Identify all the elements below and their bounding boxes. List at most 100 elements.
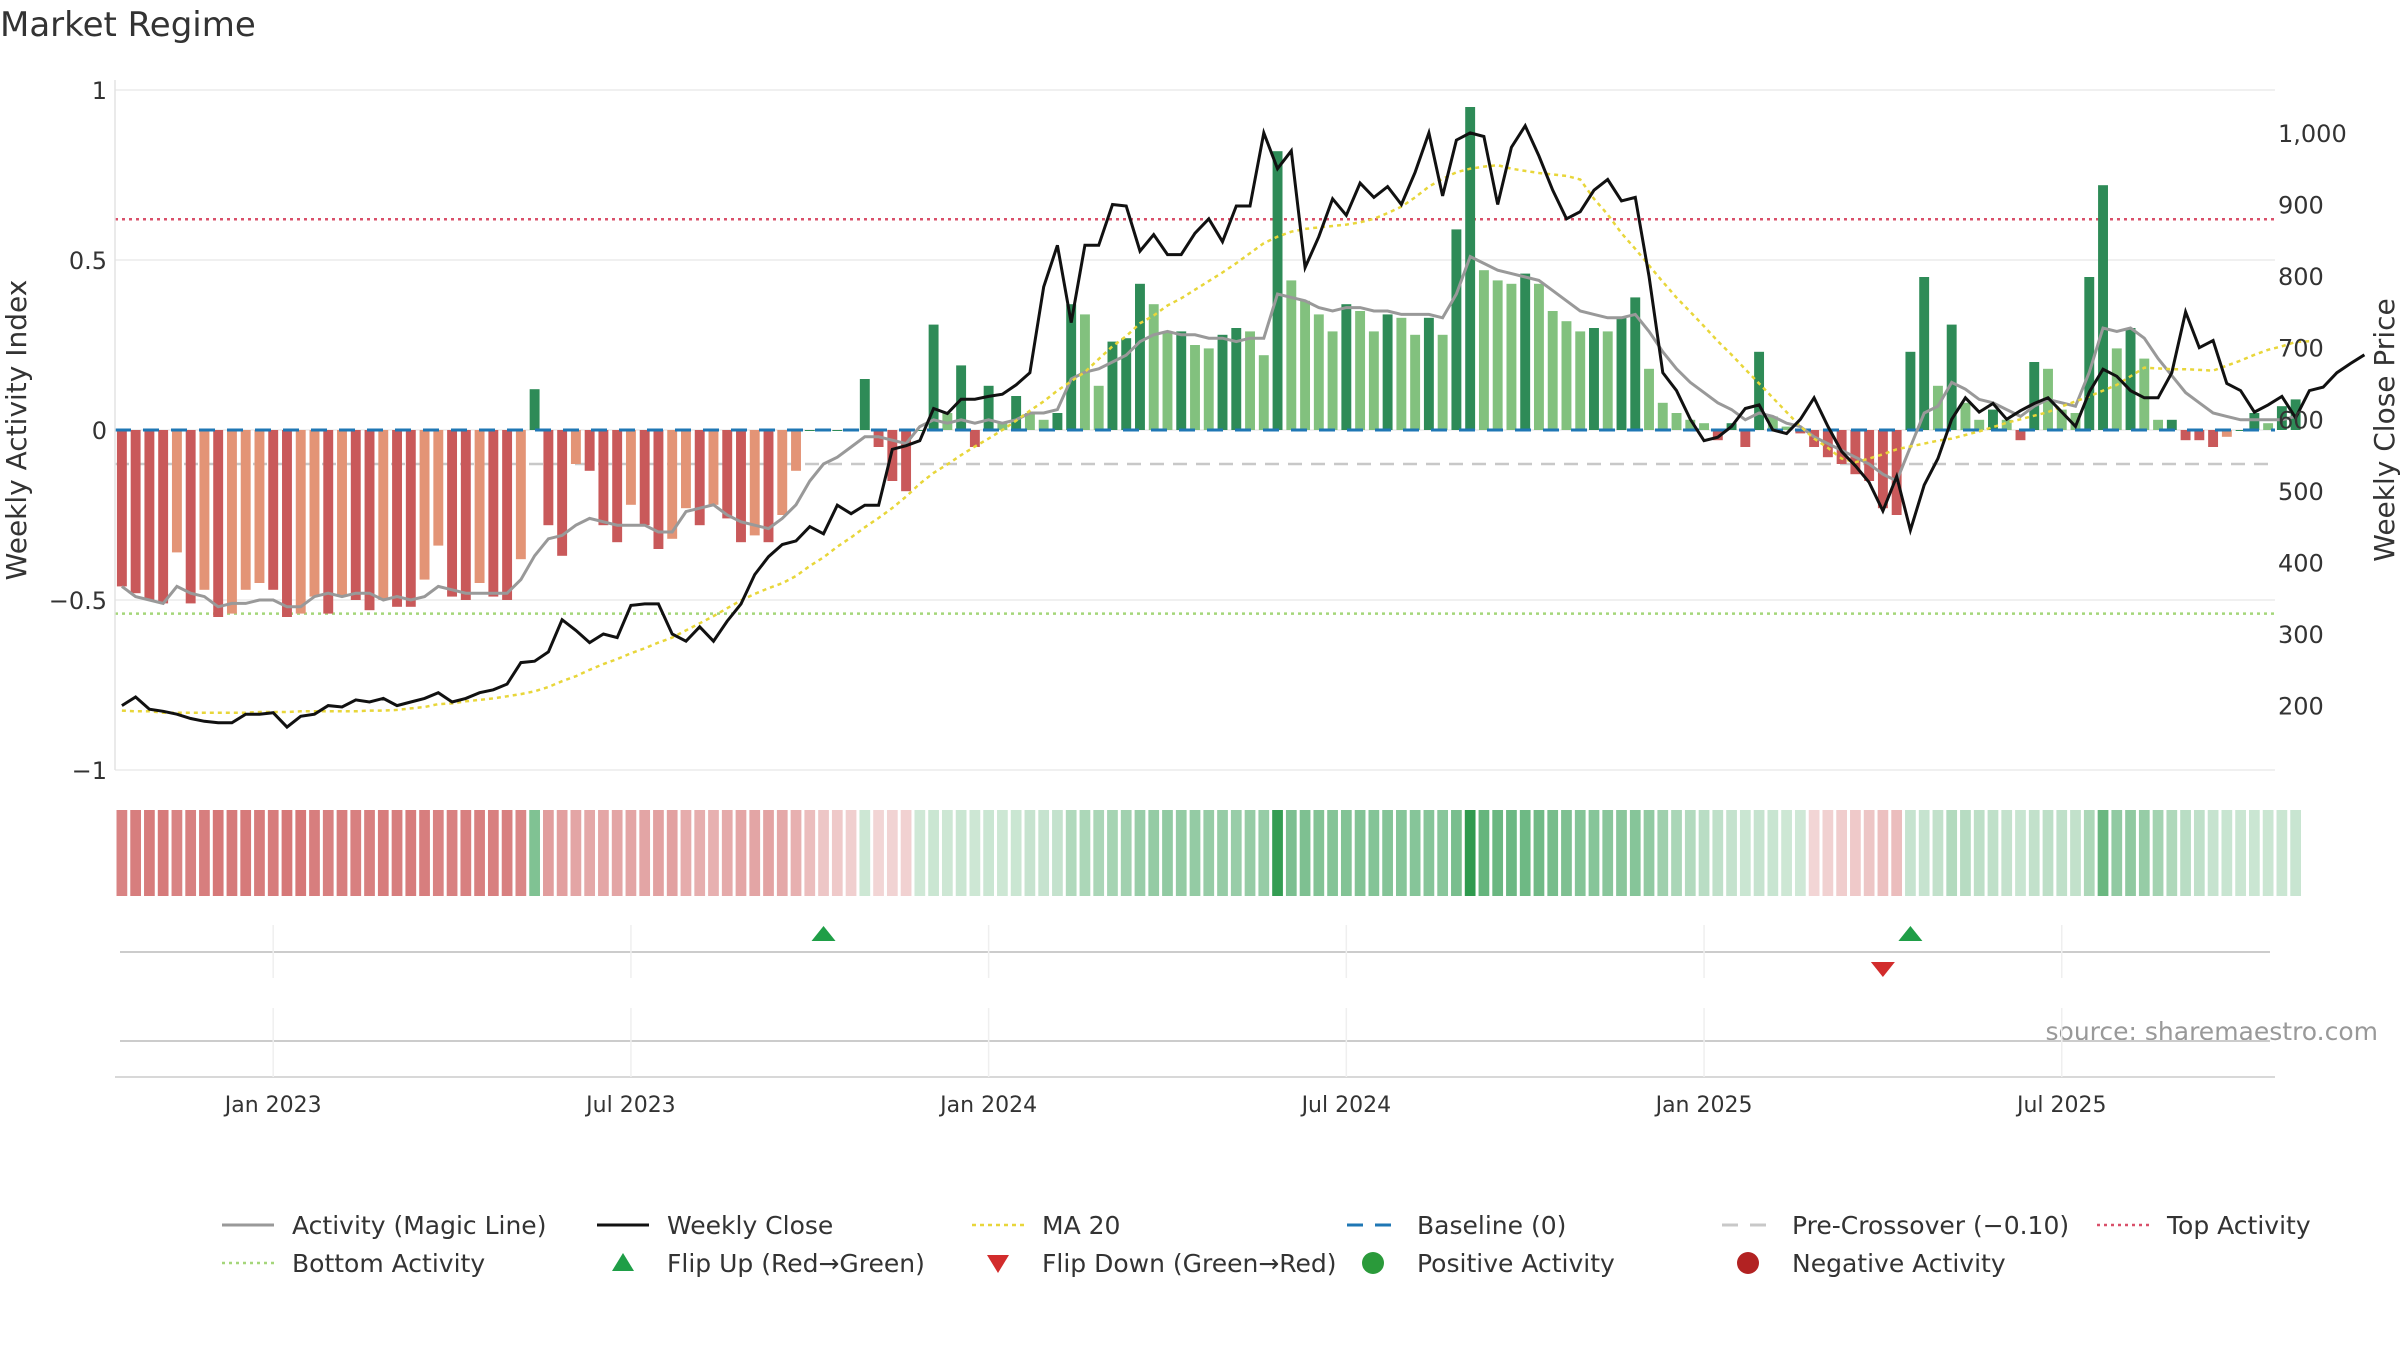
regime-cell — [2083, 810, 2095, 896]
activity-bar — [1038, 419, 1049, 430]
activity-bar — [667, 430, 678, 539]
activity-bar — [1547, 311, 1558, 430]
regime-cell — [1547, 810, 1559, 896]
regime-cell — [405, 810, 417, 896]
activity-bar — [2098, 185, 2108, 430]
activity-bar — [474, 430, 485, 583]
regime-cell — [144, 810, 155, 896]
red-dot-icon — [1737, 1252, 1759, 1274]
activity-bar — [1988, 409, 1998, 430]
activity-bar — [185, 430, 196, 604]
activity-bar — [295, 430, 306, 614]
activity-bar — [2263, 423, 2274, 430]
y-tick-left-label: −1 — [72, 757, 107, 785]
y-axis-left-label: Weekly Activity Index — [0, 280, 33, 581]
regime-cell — [1739, 810, 1751, 896]
regime-cell — [1451, 810, 1462, 896]
regime-cell — [130, 810, 142, 896]
legend-label: MA 20 — [1042, 1211, 1120, 1240]
regime-cell — [914, 810, 926, 896]
activity-bar — [1712, 430, 1723, 441]
activity-bar — [1437, 334, 1448, 430]
regime-cell — [1327, 810, 1338, 896]
regime-cell — [295, 810, 307, 896]
chart-title: Market Regime — [0, 5, 256, 45]
activity-bar — [914, 430, 925, 431]
activity-bar — [1396, 317, 1407, 430]
regime-cell — [1657, 810, 1669, 896]
regime-cell — [1822, 810, 1834, 896]
regime-cell — [1891, 810, 1903, 896]
regime-cell — [735, 810, 747, 896]
activity-bar — [1300, 300, 1311, 430]
regime-cell — [2070, 810, 2081, 896]
activity-bar — [1767, 416, 1778, 430]
activity-bar — [1946, 324, 1957, 430]
legend-label: Bottom Activity — [292, 1249, 485, 1278]
activity-bar — [2249, 413, 2260, 430]
activity-bar — [1258, 355, 1269, 430]
activity-bar — [1685, 419, 1696, 430]
y-tick-right-label: 400 — [2278, 549, 2324, 577]
regime-cell — [1684, 810, 1696, 896]
activity-bar — [254, 430, 265, 583]
regime-cell — [2056, 810, 2068, 896]
regime-cell — [941, 810, 953, 896]
activity-bar — [240, 430, 251, 590]
regime-cell — [556, 810, 568, 896]
regime-cell — [2180, 810, 2191, 896]
regime-cell — [1519, 810, 1531, 896]
legend-item: Top Activity — [2097, 1211, 2311, 1240]
regime-cell — [1230, 810, 1242, 896]
y-tick-right-label: 900 — [2278, 192, 2324, 220]
activity-bar — [1410, 334, 1421, 430]
regime-cell — [886, 810, 898, 896]
regime-cell — [1781, 810, 1792, 896]
activity-bar — [1795, 430, 1806, 434]
regime-cell — [2111, 810, 2123, 896]
regime-cell — [419, 810, 430, 896]
activity-bar — [1451, 229, 1462, 430]
activity-bar — [749, 430, 760, 536]
activity-bar — [447, 430, 458, 597]
activity-bar — [2001, 419, 2012, 430]
activity-bar — [1093, 385, 1104, 430]
flip-down-marker — [1870, 962, 1895, 977]
activity-bar — [309, 430, 320, 597]
activity-bar — [2125, 328, 2136, 430]
regime-cell — [1808, 810, 1820, 896]
flip-up-marker — [811, 926, 836, 941]
regime-cell — [1794, 810, 1806, 896]
regime-cell — [1918, 810, 1930, 896]
activity-bar — [1492, 280, 1503, 430]
activity-bar — [1506, 283, 1517, 430]
x-tick-label: Jan 2023 — [223, 1093, 322, 1118]
regime-cell — [570, 810, 582, 896]
activity-bar — [144, 430, 155, 600]
regime-cell — [1285, 810, 1297, 896]
triangle-up-icon — [612, 1253, 634, 1271]
weekly-close-series — [121, 122, 2366, 730]
regime-cell — [2248, 810, 2260, 896]
activity-bar — [804, 430, 815, 431]
regime-cell — [2028, 810, 2040, 896]
regime-cell — [2015, 810, 2026, 896]
regime-cell — [831, 810, 843, 896]
activity-bar — [2070, 413, 2081, 430]
regime-cell — [2138, 810, 2150, 896]
regime-cell — [432, 810, 444, 896]
activity-bar — [1671, 413, 1682, 430]
activity-bar — [1368, 331, 1379, 430]
x-tick-label: Jan 2024 — [938, 1093, 1037, 1118]
legend-label: Flip Down (Green→Red) — [1042, 1249, 1337, 1278]
regime-cell — [460, 810, 472, 896]
y-tick-left-label: 0 — [92, 417, 107, 445]
activity-bar — [543, 430, 554, 526]
regime-cell — [1492, 810, 1504, 896]
regime-cell — [1093, 810, 1105, 896]
legend-label: Top Activity — [2166, 1211, 2311, 1240]
regime-cell — [391, 810, 403, 896]
regime-cell — [212, 810, 224, 896]
